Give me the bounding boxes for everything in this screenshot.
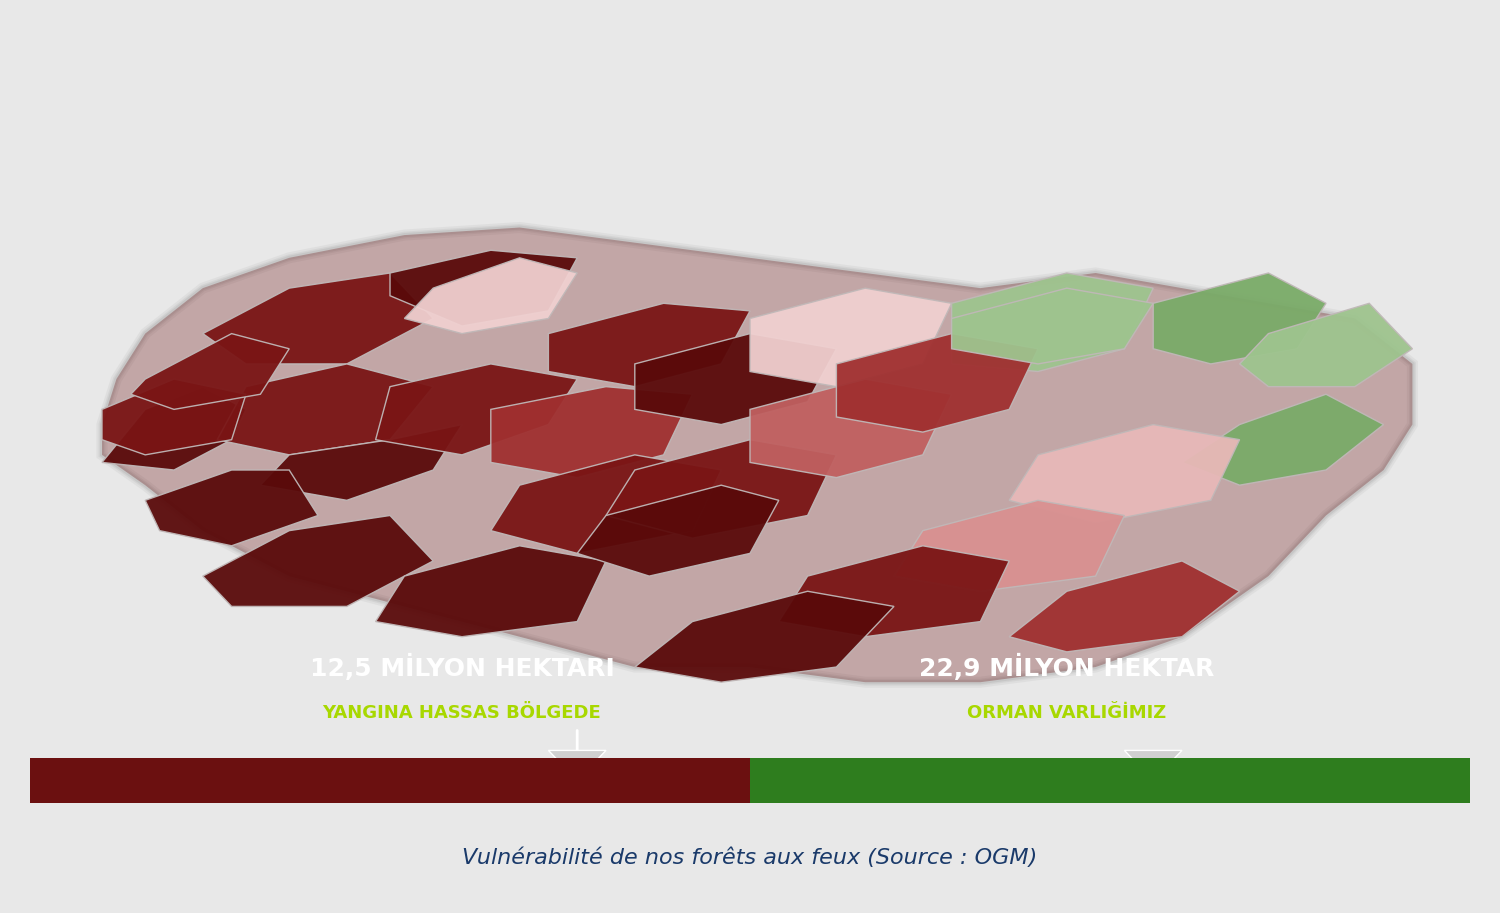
Polygon shape [261, 425, 462, 500]
Polygon shape [549, 303, 750, 387]
Text: ORMAN VARLIĞİMIZ: ORMAN VARLIĞİMIZ [968, 704, 1167, 721]
Polygon shape [1182, 394, 1383, 485]
Polygon shape [490, 387, 693, 477]
Polygon shape [750, 289, 951, 387]
Polygon shape [894, 500, 1125, 592]
Polygon shape [405, 257, 578, 333]
Polygon shape [578, 485, 778, 576]
Polygon shape [490, 455, 722, 553]
Polygon shape [146, 470, 318, 546]
Polygon shape [102, 227, 1413, 682]
Bar [30, 758, 750, 803]
Polygon shape [951, 289, 1154, 364]
Polygon shape [1010, 425, 1239, 523]
Polygon shape [102, 379, 246, 455]
Polygon shape [390, 250, 578, 326]
Polygon shape [634, 333, 837, 425]
Polygon shape [778, 546, 1010, 636]
Polygon shape [1010, 561, 1239, 652]
Polygon shape [750, 379, 951, 477]
Polygon shape [202, 516, 433, 606]
Bar [750, 758, 1470, 803]
Polygon shape [1239, 303, 1413, 387]
Polygon shape [951, 273, 1154, 372]
Polygon shape [1125, 750, 1182, 781]
Polygon shape [634, 592, 894, 682]
Polygon shape [375, 546, 606, 636]
Polygon shape [837, 333, 1038, 432]
Polygon shape [375, 364, 578, 455]
Text: Vulnérabilité de nos forêts aux feux (Source : OGM): Vulnérabilité de nos forêts aux feux (So… [462, 848, 1038, 868]
Polygon shape [606, 440, 837, 539]
Polygon shape [202, 273, 433, 364]
Text: YANGINA HASSAS BÖLGEDE: YANGINA HASSAS BÖLGEDE [322, 704, 602, 721]
Polygon shape [102, 387, 246, 470]
Polygon shape [130, 333, 290, 409]
Polygon shape [1154, 273, 1326, 364]
Text: 12,5 MİLYON HEKTARI: 12,5 MİLYON HEKTARI [309, 654, 615, 680]
Polygon shape [217, 364, 433, 455]
Text: 22,9 MİLYON HEKTAR: 22,9 MİLYON HEKTAR [920, 654, 1215, 680]
Polygon shape [549, 750, 606, 781]
